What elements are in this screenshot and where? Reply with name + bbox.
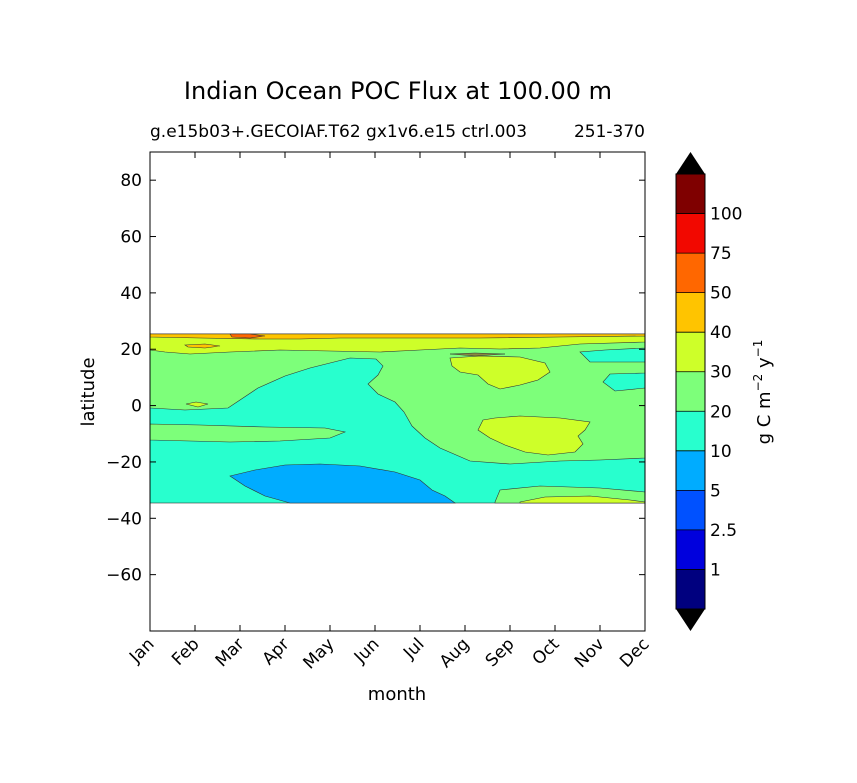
colorbar-segment: [676, 450, 705, 491]
contour-40-50-b: [184, 343, 221, 349]
y-tick-label: 60: [120, 228, 142, 248]
x-tick-label: Jun: [350, 634, 384, 668]
colorbar-segment: [676, 371, 705, 412]
x-tick-label: Mar: [212, 634, 249, 671]
colorbar-segment: [676, 569, 705, 609]
colorbar-label-mid: y: [754, 357, 775, 374]
contour-30-40-south: [519, 495, 645, 504]
x-axis-label: month: [368, 684, 426, 705]
chart-subtitle-right: 251-370: [574, 122, 645, 142]
y-tick-label: 0: [131, 397, 142, 417]
y-tick-label: −40: [106, 509, 142, 529]
y-axis-label: latitude: [78, 357, 99, 426]
x-tick-label: Jul: [399, 634, 428, 663]
chart-title: Indian Ocean POC Flux at 100.00 m: [184, 77, 612, 105]
contour-50-75: [229, 333, 266, 339]
y-axis: 80 60 40 20 0 −20 −40 −60: [106, 171, 645, 586]
y-tick-label: −20: [106, 453, 142, 473]
colorbar-label-main: g C m: [754, 391, 775, 444]
colorbar-frame: [675, 173, 706, 610]
contour-streak: [449, 352, 506, 357]
colorbar-segment: [676, 253, 705, 293]
colorbar-segment: [676, 332, 705, 372]
colorbar-level-label: 20: [710, 402, 732, 422]
x-tick-label: Feb: [168, 634, 203, 669]
contour-30-40-sep: [477, 415, 591, 456]
y-tick-label: 80: [120, 171, 142, 191]
x-tick-label: Nov: [571, 634, 609, 672]
contour-30-40-north: [150, 335, 645, 355]
colorbar-level-label: 1: [710, 560, 721, 580]
colorbar-label-exp1: −2: [751, 374, 765, 392]
colorbar-label: g C m−2 y−1: [751, 340, 775, 445]
colorbar-under-triangle: [676, 609, 705, 631]
colorbar-segment: [676, 529, 705, 570]
colorbar: 1 2.5 5 10 20 30 40 50 75 100: [675, 152, 742, 631]
colorbar-level-label: 75: [710, 244, 732, 264]
contour-30-40-aug: [449, 355, 551, 390]
x-tick-label: Aug: [436, 634, 474, 672]
y-tick-label: −60: [106, 566, 142, 586]
colorbar-level-label: 2.5: [710, 521, 737, 541]
y-tick-label: 20: [120, 340, 142, 360]
colorbar-segment: [676, 213, 705, 254]
x-tick-label: Sep: [482, 634, 519, 671]
chart-subtitle-left: g.e15b03+.GECOIAF.T62 gx1v6.e15 ctrl.003: [150, 122, 527, 142]
y-tick-label: 40: [120, 284, 142, 304]
plot-frame: [149, 151, 646, 632]
colorbar-segment: [676, 411, 705, 451]
colorbar-level-label: 30: [710, 363, 732, 383]
colorbar-level-label: 5: [710, 481, 721, 501]
x-tick-label: Apr: [259, 634, 294, 669]
colorbar-label-exp2: −1: [751, 340, 765, 358]
x-tick-label: Oct: [529, 634, 564, 669]
colorbar-level-label: 100: [710, 205, 742, 225]
colorbar-segment: [676, 292, 705, 333]
colorbar-level-label: 10: [710, 442, 732, 462]
contour-5-10: [229, 463, 456, 504]
x-tick-label: May: [300, 634, 339, 673]
colorbar-level-label: 50: [710, 284, 732, 304]
colorbar-level-label: 40: [710, 323, 732, 343]
x-tick-label: Jan: [125, 634, 158, 667]
x-tick-label: Dec: [616, 634, 653, 671]
contour-40-50: [150, 333, 645, 340]
contour-30-40-feb: [185, 401, 209, 408]
colorbar-over-triangle: [676, 152, 705, 174]
contour-field: [150, 333, 645, 504]
colorbar-segment: [676, 174, 705, 214]
colorbar-segment: [676, 490, 705, 530]
